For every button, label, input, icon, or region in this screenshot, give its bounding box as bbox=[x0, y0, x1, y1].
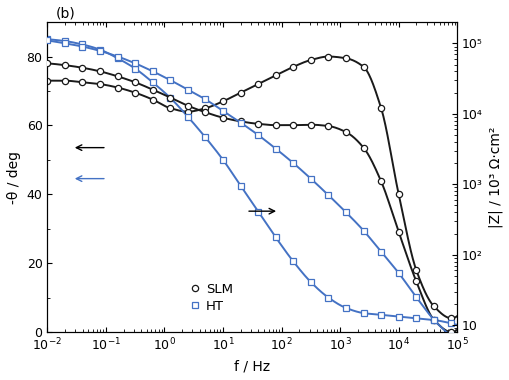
SLM bbox=[132, 90, 138, 95]
SLM bbox=[237, 90, 243, 95]
SLM bbox=[342, 56, 348, 60]
SLM bbox=[395, 192, 401, 196]
HT bbox=[325, 295, 331, 300]
SLM bbox=[377, 106, 383, 111]
HT bbox=[377, 312, 383, 317]
SLM bbox=[115, 85, 121, 90]
HT bbox=[272, 235, 278, 240]
Text: (b): (b) bbox=[55, 7, 75, 21]
SLM bbox=[447, 316, 454, 321]
SLM bbox=[44, 78, 50, 83]
SLM bbox=[430, 304, 436, 309]
HT bbox=[447, 321, 454, 326]
HT bbox=[342, 306, 348, 310]
HT bbox=[97, 48, 103, 52]
SLM bbox=[79, 80, 86, 85]
Y-axis label: -θ / deg: -θ / deg bbox=[7, 150, 21, 204]
SLM bbox=[412, 268, 418, 272]
SLM bbox=[167, 106, 173, 111]
HT bbox=[237, 184, 243, 188]
HT bbox=[184, 114, 190, 119]
HT bbox=[395, 314, 401, 319]
SLM bbox=[219, 99, 225, 104]
HT bbox=[79, 42, 86, 47]
HT bbox=[44, 37, 50, 41]
Line: HT: HT bbox=[44, 36, 454, 326]
X-axis label: f / Hz: f / Hz bbox=[234, 359, 270, 373]
HT bbox=[254, 209, 261, 214]
SLM bbox=[307, 58, 314, 62]
SLM bbox=[184, 109, 190, 114]
SLM bbox=[97, 82, 103, 86]
HT bbox=[202, 135, 208, 140]
SLM bbox=[290, 65, 296, 69]
HT bbox=[167, 96, 173, 100]
SLM bbox=[150, 97, 156, 102]
HT bbox=[412, 316, 418, 321]
HT bbox=[219, 158, 225, 162]
SLM bbox=[325, 54, 331, 59]
HT bbox=[307, 280, 314, 284]
HT bbox=[360, 311, 366, 315]
HT bbox=[150, 80, 156, 85]
SLM bbox=[272, 73, 278, 78]
HT bbox=[115, 56, 121, 60]
HT bbox=[430, 318, 436, 322]
HT bbox=[290, 259, 296, 264]
HT bbox=[132, 66, 138, 71]
Legend: SLM, HT: SLM, HT bbox=[189, 283, 232, 313]
Y-axis label: |Z| / 10³ Ω·cm²: |Z| / 10³ Ω·cm² bbox=[488, 127, 502, 228]
SLM bbox=[360, 65, 366, 69]
SLM bbox=[254, 82, 261, 86]
HT bbox=[62, 39, 68, 43]
Line: SLM: SLM bbox=[44, 54, 454, 321]
SLM bbox=[62, 78, 68, 83]
SLM bbox=[202, 106, 208, 111]
